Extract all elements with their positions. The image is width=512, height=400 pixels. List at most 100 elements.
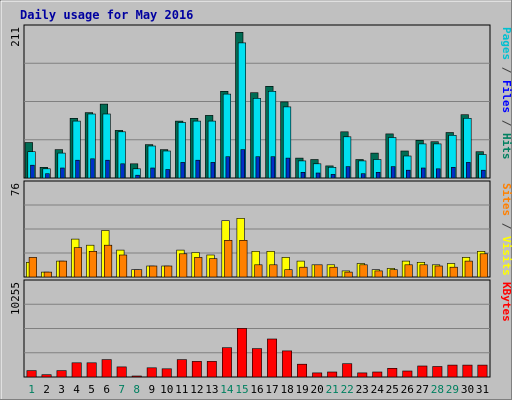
bar-pages-day-31 [481, 169, 486, 179]
bar-pages-day-28 [435, 168, 441, 179]
bar-kbytes-day-21 [327, 371, 338, 378]
bar-kbytes-day-18 [282, 350, 292, 378]
x-tick-label-day-18: 18 [280, 383, 293, 396]
bar-pages-day-9 [150, 167, 155, 179]
bar-pages-day-27 [420, 167, 426, 179]
bar-sites-day-6 [104, 244, 113, 278]
x-tick-label-day-10: 10 [160, 383, 173, 396]
x-tick-label-day-29: 29 [446, 383, 459, 396]
bar-pages-day-23 [360, 173, 366, 179]
bar-pages-day-29 [451, 167, 456, 179]
bar-sites-day-30 [464, 260, 473, 278]
bar-sites-day-4 [73, 247, 82, 278]
legend-series-name: / [500, 216, 512, 236]
x-tick-label-day-24: 24 [371, 383, 385, 396]
bar-kbytes-day-5 [86, 362, 97, 378]
x-tick-label-day-13: 13 [205, 383, 218, 396]
bar-pages-day-15 [240, 149, 245, 179]
bar-kbytes-day-2 [41, 374, 52, 378]
bar-sites-day-14 [224, 240, 233, 278]
x-tick-label-day-6: 6 [103, 383, 110, 396]
bar-kbytes-day-6 [101, 359, 112, 378]
x-tick-label-day-25: 25 [386, 383, 399, 396]
x-tick-label-day-22: 22 [341, 383, 354, 396]
bar-sites-day-26 [404, 264, 413, 278]
legend-series-name: Pages [500, 27, 512, 60]
bar-kbytes-day-3 [56, 370, 67, 378]
bar-sites-day-2 [43, 271, 52, 278]
bar-sites-day-7 [119, 254, 128, 278]
bar-pages-day-16 [255, 156, 260, 179]
bar-pages-day-25 [390, 166, 396, 179]
legend-series-name: KBytes [500, 282, 512, 322]
bar-sites-day-1 [28, 257, 37, 278]
x-tick-label-day-2: 2 [43, 383, 50, 396]
x-tick-label-day-15: 15 [235, 383, 248, 396]
bar-pages-day-3 [60, 167, 65, 179]
bar-sites-day-11 [179, 253, 188, 278]
chart-title: Daily usage for May 2016 [20, 8, 193, 22]
panel-visits-sites: 76 Sites / Visits [9, 180, 512, 278]
x-tick-label-day-1: 1 [28, 383, 35, 396]
x-tick-label-day-20: 20 [310, 383, 323, 396]
bar-kbytes-day-12 [191, 361, 202, 378]
bar-kbytes-day-27 [417, 365, 428, 378]
bar-kbytes-day-10 [161, 368, 172, 378]
bar-pages-day-10 [165, 169, 170, 179]
bar-sites-day-15 [239, 240, 248, 278]
x-tick-label-day-14: 14 [220, 383, 234, 396]
bar-pages-day-24 [375, 172, 381, 179]
bar-kbytes-day-4 [71, 362, 82, 378]
bar-pages-day-13 [210, 162, 215, 179]
bar-sites-day-22 [344, 271, 353, 278]
x-tick-label-day-7: 7 [118, 383, 125, 396]
bar-pages-day-20 [315, 172, 321, 179]
legend-series-name: Files [500, 80, 512, 113]
bar-sites-day-17 [269, 264, 278, 278]
bar-kbytes-day-28 [432, 366, 443, 378]
x-tick-label-day-23: 23 [356, 383, 369, 396]
bar-sites-day-13 [209, 258, 218, 278]
y-max-label: 76 [9, 183, 22, 196]
bar-kbytes-day-29 [447, 364, 458, 378]
legend-series-name: / [500, 113, 512, 133]
x-tick-label-day-5: 5 [88, 383, 95, 396]
bar-sites-day-10 [164, 265, 173, 278]
bar-pages-day-19 [300, 172, 306, 179]
bar-pages-day-18 [285, 157, 291, 179]
bar-sites-day-20 [314, 264, 323, 278]
bar-sites-day-28 [434, 265, 443, 278]
bar-sites-day-21 [329, 266, 338, 278]
x-tick-label-day-30: 30 [461, 383, 474, 396]
bar-sites-day-5 [88, 251, 97, 278]
bar-sites-day-25 [389, 269, 398, 278]
x-tick-label-day-8: 8 [133, 383, 140, 396]
x-tick-label-day-3: 3 [58, 383, 65, 396]
bar-sites-day-24 [374, 270, 383, 278]
x-tick-label-day-21: 21 [326, 383, 339, 396]
series-legend-label: Pages / Files / Hits [500, 27, 512, 160]
bar-sites-day-27 [419, 264, 428, 278]
y-max-label: 211 [9, 27, 22, 47]
x-tick-label-day-19: 19 [295, 383, 308, 396]
bar-kbytes-day-16 [252, 348, 262, 378]
series-legend-label: KBytes [500, 282, 512, 322]
bar-kbytes-day-19 [297, 363, 307, 378]
bar-kbytes-day-14 [222, 347, 232, 378]
bar-kbytes-day-9 [146, 367, 157, 378]
bar-sites-day-29 [449, 266, 458, 278]
bar-pages-day-5 [90, 158, 95, 179]
bar-kbytes-day-20 [312, 372, 323, 378]
legend-series-name: Visits [500, 236, 512, 276]
bar-kbytes-day-22 [342, 363, 353, 378]
bar-kbytes-day-11 [176, 359, 187, 378]
panel-kbytes: 10255 KBytes [9, 279, 512, 378]
bar-sites-day-12 [194, 257, 203, 278]
bar-kbytes-day-8 [131, 375, 142, 378]
bar-pages-day-7 [120, 163, 125, 179]
x-tick-label-day-12: 12 [190, 383, 203, 396]
bar-pages-day-8 [135, 174, 140, 179]
bar-pages-day-12 [195, 159, 200, 179]
